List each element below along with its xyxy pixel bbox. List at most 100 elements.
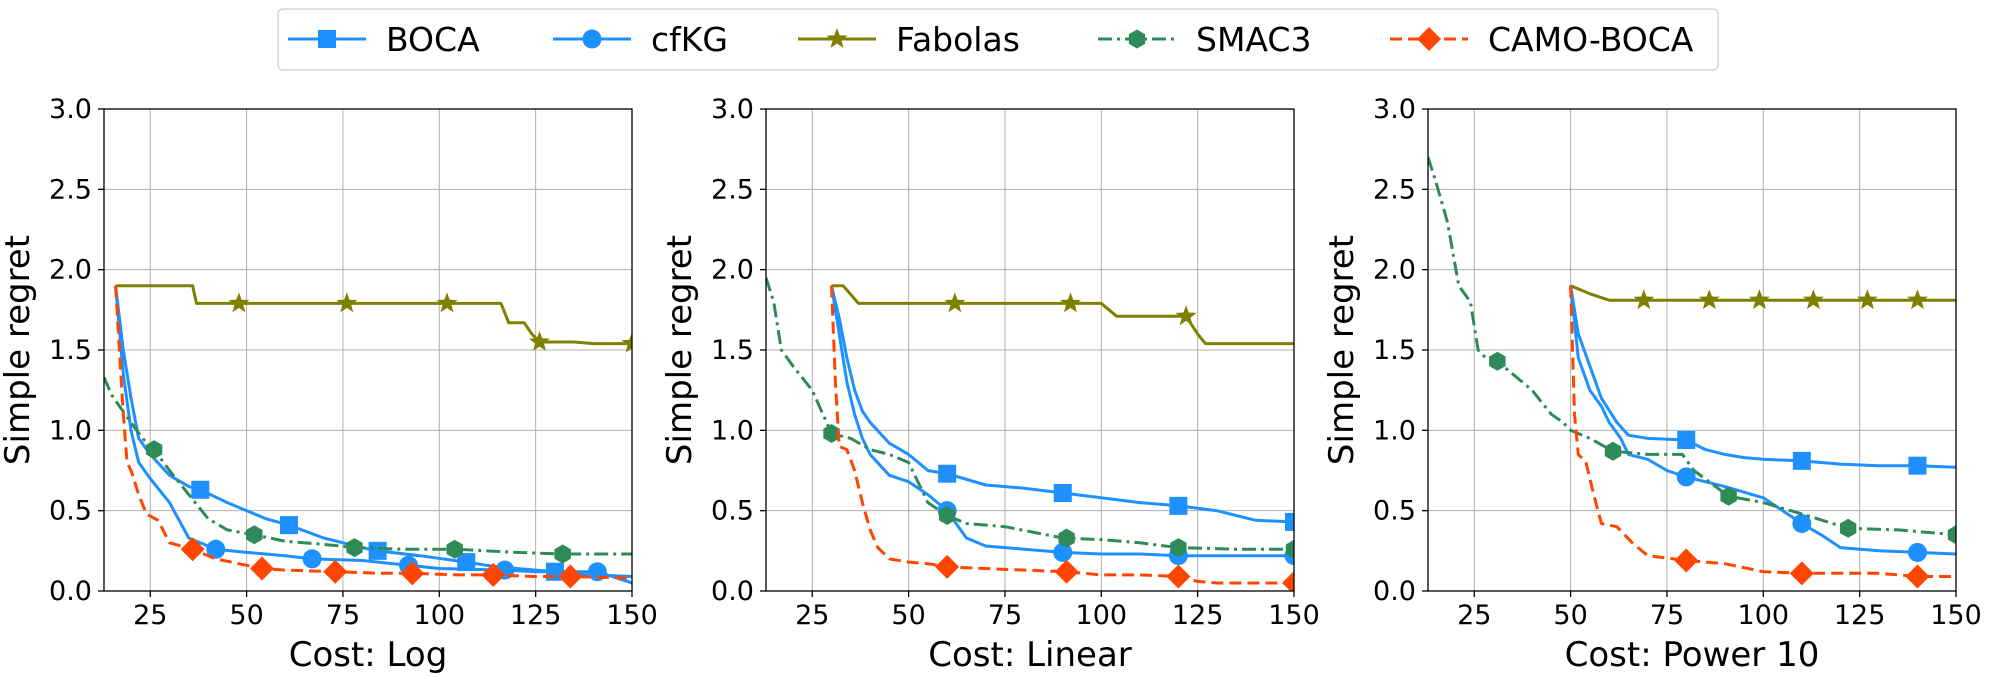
data-point-boca [191,480,210,499]
data-point-boca [457,553,476,572]
series-line-camo-boca [830,285,1294,585]
series-smac3 [766,277,1294,559]
series-group [766,277,1294,591]
data-point-fabolas [529,331,550,351]
axis-ticks: 25 50 75 100 125 150 0.0 0.5 1.0 1.5 2.0 2.5 3.0 [49,94,658,631]
data-point-camo-boca [481,562,506,587]
legend-label: CAMO-BOCA [1488,20,1694,59]
data-point-camo-boca [1905,564,1930,589]
data-point-camo-boca [1054,559,1079,584]
series-boca [114,285,632,581]
data-point-cfkg [1053,542,1073,562]
x-tick-label: 100 [1738,600,1790,631]
x-tick-label: 75 [1650,600,1684,631]
legend-label: SMAC3 [1196,20,1311,59]
series-line-camo-boca [114,285,632,580]
data-point-fabolas [1698,289,1720,310]
series-camo-boca [114,285,632,589]
y-tick-label: 1.0 [711,415,754,446]
series-line-smac3 [766,277,1294,551]
series-line-fabolas [115,284,632,346]
x-tick-label: 125 [1172,600,1224,631]
series-line-cfkg [830,285,1294,558]
y-tick-label: 0.5 [1373,496,1416,527]
series-line-boca [1569,285,1956,469]
x-tick-label: 50 [1553,600,1587,631]
chart-panel-2: 25 50 75 100 125 150 0.0 0.5 1.0 1.5 2.0 2.5 3.0 Cost… [660,94,1320,675]
chart-panel-3: 25 50 75 100 125 150 0.0 0.5 1.0 1.5 2.0 2.5 3.0 Cost… [1322,94,1982,675]
x-tick-label: 150 [1268,600,1320,631]
chart-panel-1: 25 50 75 100 125 150 0.0 0.5 1.0 1.5 2.0 2.5 3.0 Cost… [0,94,658,675]
y-axis-label: Simple regret [1322,235,1362,465]
x-tick-label: 75 [988,600,1022,631]
legend-entry-camo-boca: CAMO-BOCA [1390,20,1694,59]
y-tick-label: 3.0 [711,94,754,125]
x-tick-label: 25 [1457,600,1491,631]
data-point-smac3 [1839,518,1857,538]
series-line-cfkg [1569,285,1956,556]
legend-label: cfKG [651,20,728,59]
data-point-boca [938,464,957,483]
data-point-fabolas [1060,292,1081,313]
x-axis-label: Cost: Linear [928,635,1132,675]
series-line-boca [114,285,632,578]
y-tick-label: 2.5 [49,174,92,205]
legend-entry-cfkg: cfKG [553,20,728,59]
y-axis-label: Simple regret [660,235,700,465]
data-point-fabolas [944,292,966,313]
y-tick-label: 2.5 [711,174,754,205]
data-point-boca [1908,456,1927,475]
data-point-boca [1677,430,1696,449]
x-tick-label: 150 [606,600,658,631]
y-tick-label: 0.0 [711,576,754,607]
legend-frame [277,8,1719,71]
data-point-smac3 [1285,539,1294,559]
data-point-fabolas [336,292,358,313]
data-point-smac3 [246,525,263,545]
series-line-smac3 [104,376,632,556]
x-tick-label: 25 [133,600,167,631]
data-point-smac3 [823,424,840,443]
y-tick-label: 3.0 [49,94,92,125]
data-point-camo-boca [1789,561,1814,586]
data-point-smac3 [446,539,463,559]
data-point-cfkg [302,549,322,569]
series-line-smac3 [1428,156,1956,537]
series-line-camo-boca [1569,285,1956,578]
data-point-smac3 [1720,486,1737,506]
chart-panels: 25 50 75 100 125 150 0.0 0.5 1.0 1.5 2.0 2.5 3.0 Cost… [0,94,1982,675]
series-fabolas [1570,284,1956,310]
y-tick-label: 2.0 [49,255,92,286]
data-point-cfkg [206,539,226,559]
y-tick-label: 2.0 [1373,255,1416,286]
series-fabolas [831,284,1294,346]
data-point-fabolas [1749,289,1770,310]
data-point-smac3 [346,538,363,558]
data-point-smac3 [1489,351,1506,371]
legend-entry-fabolas: Fabolas [798,20,1020,59]
series-boca [1569,285,1956,475]
series-smac3 [104,376,632,564]
x-tick-label: 125 [510,600,562,631]
y-tick-label: 1.0 [49,415,92,446]
axis-ticks: 25 50 75 100 125 150 0.0 0.5 1.0 1.5 2.0 2.5 3.0 [1373,94,1982,631]
data-point-fabolas [1856,289,1878,310]
x-axis-label: Cost: Power 10 [1565,635,1820,675]
data-point-boca [1285,512,1294,531]
y-tick-label: 0.5 [711,496,754,527]
data-point-cfkg [1907,542,1927,562]
data-point-fabolas [1175,305,1197,326]
x-tick-label: 150 [1930,600,1982,631]
legend-marker-hexagon [1128,29,1146,49]
y-tick-label: 0.5 [49,496,92,527]
y-tick-label: 1.5 [711,335,754,366]
legend-entry-smac3: SMAC3 [1098,20,1311,59]
data-point-camo-boca [558,564,583,589]
series-fabolas [115,284,632,353]
grid-lines [104,108,633,592]
data-point-boca [279,516,298,535]
data-point-fabolas [436,292,458,313]
data-point-boca [1792,451,1811,470]
data-point-smac3 [554,544,571,564]
